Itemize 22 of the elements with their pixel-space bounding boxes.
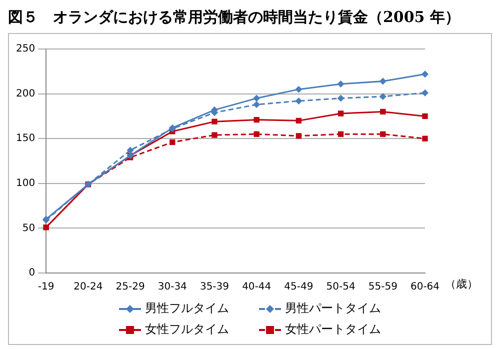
x-tick-label: 20-24 — [74, 282, 103, 293]
y-tick-label: 50 — [22, 222, 36, 234]
y-tick-label: 150 — [16, 133, 36, 144]
legend-label: 男性パートタイム — [285, 300, 381, 317]
y-tick-label: 250 — [16, 44, 36, 55]
x-tick-label: -19 — [38, 282, 54, 293]
y-tick-label: 100 — [16, 178, 36, 189]
y-tick-label: 200 — [16, 88, 36, 100]
x-tick-label: 55-59 — [368, 282, 398, 293]
x-axis-title: （歳） — [445, 277, 478, 290]
chart-title: 図５ オランダにおける常用労働者の時間当たり賃金（2005 年） — [8, 8, 461, 27]
x-tick-label: 60-64 — [410, 282, 440, 293]
legend-label: 男性フルタイム — [145, 300, 229, 317]
x-tick-label: 40-44 — [242, 282, 272, 293]
x-tick-label: 35-39 — [200, 282, 230, 293]
y-tick-label: 0 — [28, 268, 36, 279]
x-tick-label: 25-29 — [116, 282, 145, 293]
legend-label: 女性フルタイム — [145, 321, 229, 338]
legend-label: 女性パートタイム — [285, 321, 381, 338]
x-tick-label: 30-34 — [158, 282, 187, 293]
x-tick-label: 45-49 — [284, 282, 314, 293]
x-tick-label: 50-54 — [326, 282, 356, 293]
